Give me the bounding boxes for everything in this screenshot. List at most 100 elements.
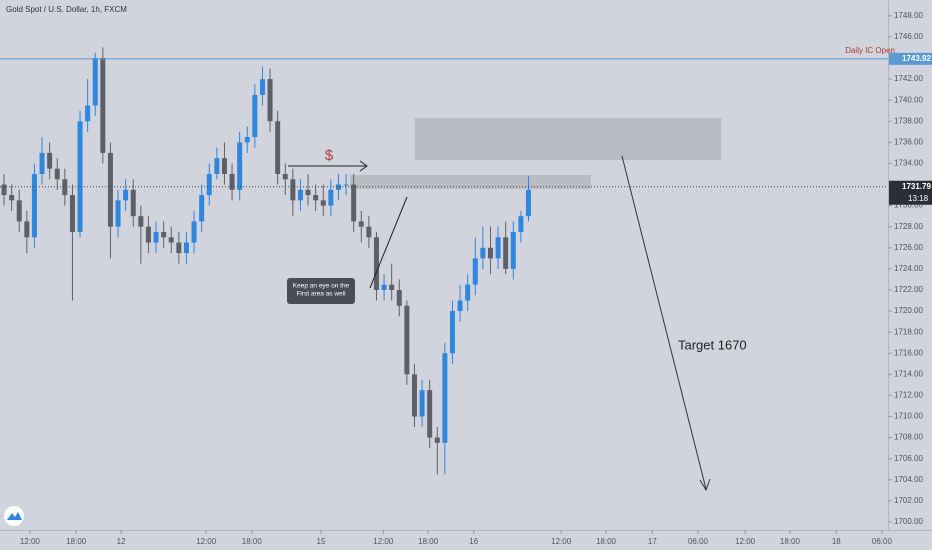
callout-pointer: [369, 196, 408, 289]
y-tick-label: 1734.00: [894, 159, 923, 168]
candle-body: [411, 374, 417, 417]
candle-body: [221, 158, 227, 174]
candle-body: [62, 179, 68, 196]
candle-body: [69, 195, 75, 232]
candle-body: [404, 305, 410, 375]
candle-body: [9, 195, 15, 201]
candle-body: [366, 226, 372, 238]
candle-body: [47, 152, 53, 169]
candle-body: [358, 221, 364, 227]
x-tick-label: 18:00: [596, 537, 617, 546]
candle-body: [510, 231, 516, 269]
x-tick-label: 12: [117, 537, 126, 546]
countdown: 13:18: [908, 194, 929, 203]
candle-body: [259, 79, 265, 95]
y-tick-label: 1722.00: [894, 285, 923, 294]
x-tick-label: 18: [832, 537, 841, 546]
candle-body: [244, 137, 250, 143]
logo-icon: [7, 512, 22, 520]
candle-body: [252, 94, 258, 138]
y-tick-label: 1720.00: [894, 306, 923, 315]
drawings: Keep an eye on the First area as well $ …: [4, 5, 747, 526]
candle-body: [396, 289, 402, 306]
candle-body: [153, 231, 159, 243]
y-tick-label: 1704.00: [894, 475, 923, 484]
x-tick-label: 06:00: [872, 537, 893, 546]
candle-body: [115, 200, 121, 227]
y-tick-label: 1706.00: [894, 454, 923, 463]
x-tick-label: 18:00: [66, 537, 87, 546]
arrow-head: [699, 478, 711, 492]
chart-title: Gold Spot / U.S. Dollar, 1h, FXCM: [6, 5, 127, 14]
candle-body: [313, 195, 319, 201]
dollar-label: $: [325, 147, 334, 164]
candle-body: [495, 237, 501, 259]
y-tick-label: 1748.00: [894, 11, 923, 20]
candle-body: [282, 173, 288, 180]
x-tick-label: 18:00: [418, 537, 439, 546]
y-tick-label: 1742.00: [894, 74, 923, 83]
candle-body: [229, 173, 235, 190]
y-tick-label: 1724.00: [894, 264, 923, 273]
y-tick-label: 1728.00: [894, 222, 923, 231]
candle-body: [275, 121, 281, 174]
candle-body: [457, 300, 463, 312]
candle-body: [335, 184, 341, 190]
candle-body: [290, 179, 296, 201]
candle-body: [214, 158, 220, 174]
y-tick-label: 1708.00: [894, 433, 923, 442]
supply-zone: [415, 118, 721, 160]
candle-body: [145, 226, 151, 243]
y-tick-label: 1738.00: [894, 116, 923, 125]
y-tick-label: 1736.00: [894, 137, 923, 146]
candle-body: [434, 437, 440, 443]
level-price: 1743.92: [902, 54, 931, 63]
x-tick-label: 12:00: [20, 537, 41, 546]
candle-body: [92, 57, 98, 106]
x-tick-label: 12:00: [196, 537, 217, 546]
candle-body: [381, 284, 387, 290]
x-tick-label: 18:00: [242, 537, 263, 546]
x-tick-label: 12:00: [735, 537, 756, 546]
y-tick-label: 1740.00: [894, 95, 923, 104]
x-tick-label: 12:00: [551, 537, 572, 546]
candle-body: [31, 173, 37, 238]
candle-body: [161, 231, 167, 238]
candle-body: [77, 121, 83, 232]
callout-text: Keep an eye on the: [293, 283, 350, 290]
candle-body: [427, 390, 433, 438]
candle-body: [24, 221, 30, 238]
y-tick-label: 1714.00: [894, 369, 923, 378]
x-tick-label: 18:00: [780, 537, 801, 546]
candle-body: [442, 353, 448, 443]
y-tick-label: 1718.00: [894, 327, 923, 336]
candle-body: [267, 79, 273, 122]
last-price-box: [889, 180, 932, 205]
candle-body: [503, 237, 509, 269]
candle-body: [373, 237, 379, 290]
candle-body: [39, 152, 45, 174]
target-label: Target 1670: [678, 337, 747, 352]
y-tick-label: 1746.00: [894, 32, 923, 41]
y-tick-label: 1700.00: [894, 517, 923, 526]
candle-body: [389, 284, 395, 290]
candle-body: [183, 242, 189, 254]
target-arrow: [621, 155, 707, 490]
candle-body: [449, 311, 455, 354]
candle-body: [465, 284, 471, 301]
candle-body: [351, 184, 357, 222]
level-price-box: [889, 52, 932, 65]
candle-body: [176, 242, 182, 254]
candle-body: [518, 216, 524, 232]
candle-body: [328, 189, 334, 206]
candle-body: [487, 247, 493, 259]
x-tick-label: 17: [648, 537, 657, 546]
candle-body: [130, 189, 136, 217]
candle-body: [237, 142, 243, 190]
candle-body: [168, 237, 174, 243]
y-tick-label: 1702.00: [894, 496, 923, 505]
y-tick-label: 1716.00: [894, 348, 923, 357]
arrow-head: [359, 160, 368, 172]
